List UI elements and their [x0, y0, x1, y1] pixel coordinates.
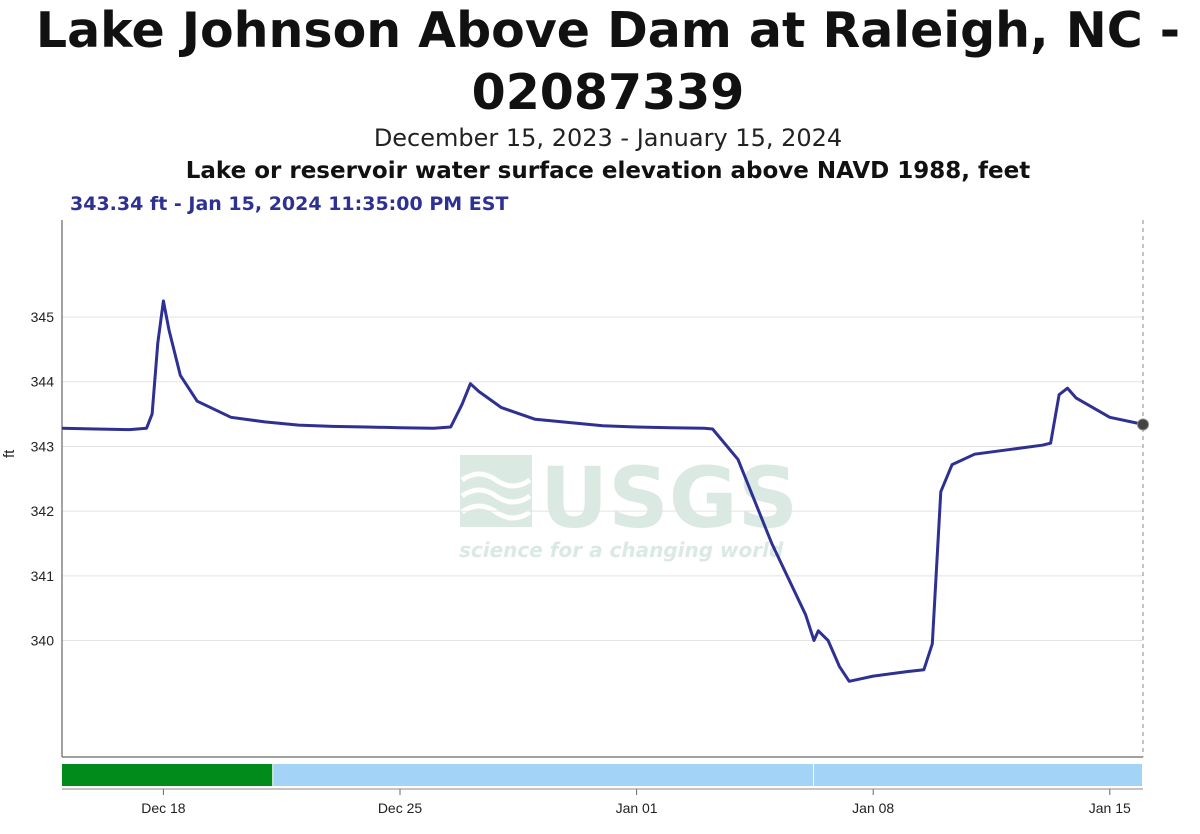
status-segment — [62, 764, 273, 786]
y-tick-label: 343 — [31, 438, 55, 454]
status-segment — [273, 764, 814, 786]
usgs-watermark: USGS science for a changing world — [459, 449, 798, 562]
chart-title: Lake Johnson Above Dam at Raleigh, NC - … — [0, 0, 1200, 124]
y-tick-label: 344 — [31, 374, 55, 390]
y-tick-label: 342 — [31, 503, 55, 519]
watermark-tagline: science for a changing world — [459, 538, 784, 562]
grid-lines — [62, 316, 1143, 642]
x-tick-label: Dec 18 — [141, 800, 186, 816]
x-tick-label: Jan 08 — [852, 800, 894, 816]
approval-status-bar — [62, 764, 1143, 790]
watermark-logo-text: USGS — [540, 449, 798, 547]
y-tick-label: 340 — [31, 633, 55, 649]
axes — [61, 220, 1143, 758]
x-tick-labels: Dec 18 Dec 25 Jan 01 Jan 08 Jan 15 — [141, 789, 1131, 816]
status-segment — [814, 764, 1142, 786]
title-line-2: 02087339 — [471, 64, 745, 121]
x-tick-label: Dec 25 — [378, 800, 423, 816]
x-tick-label: Jan 15 — [1089, 800, 1131, 816]
y-tick-label: 345 — [31, 309, 55, 325]
hover-readout: 343.34 ft - Jan 15, 2024 11:35:00 PM EST — [70, 193, 509, 215]
usgs-logo-icon — [460, 455, 532, 527]
date-range-subtitle: December 15, 2023 - January 15, 2024 — [373, 124, 843, 152]
y-tick-label: 341 — [31, 568, 55, 584]
series-line[interactable] — [61, 299, 1144, 683]
y-tick-labels: 340 341 342 343 344 345 — [31, 309, 55, 648]
parameter-label: Lake or reservoir water surface elevatio… — [185, 158, 1031, 184]
x-tick-label: Jan 01 — [616, 800, 658, 816]
last-point-marker[interactable] — [1137, 418, 1149, 431]
title-line-1: Lake Johnson Above Dam at Raleigh, NC - — [35, 2, 1181, 59]
y-axis-label: ft — [1, 449, 18, 458]
